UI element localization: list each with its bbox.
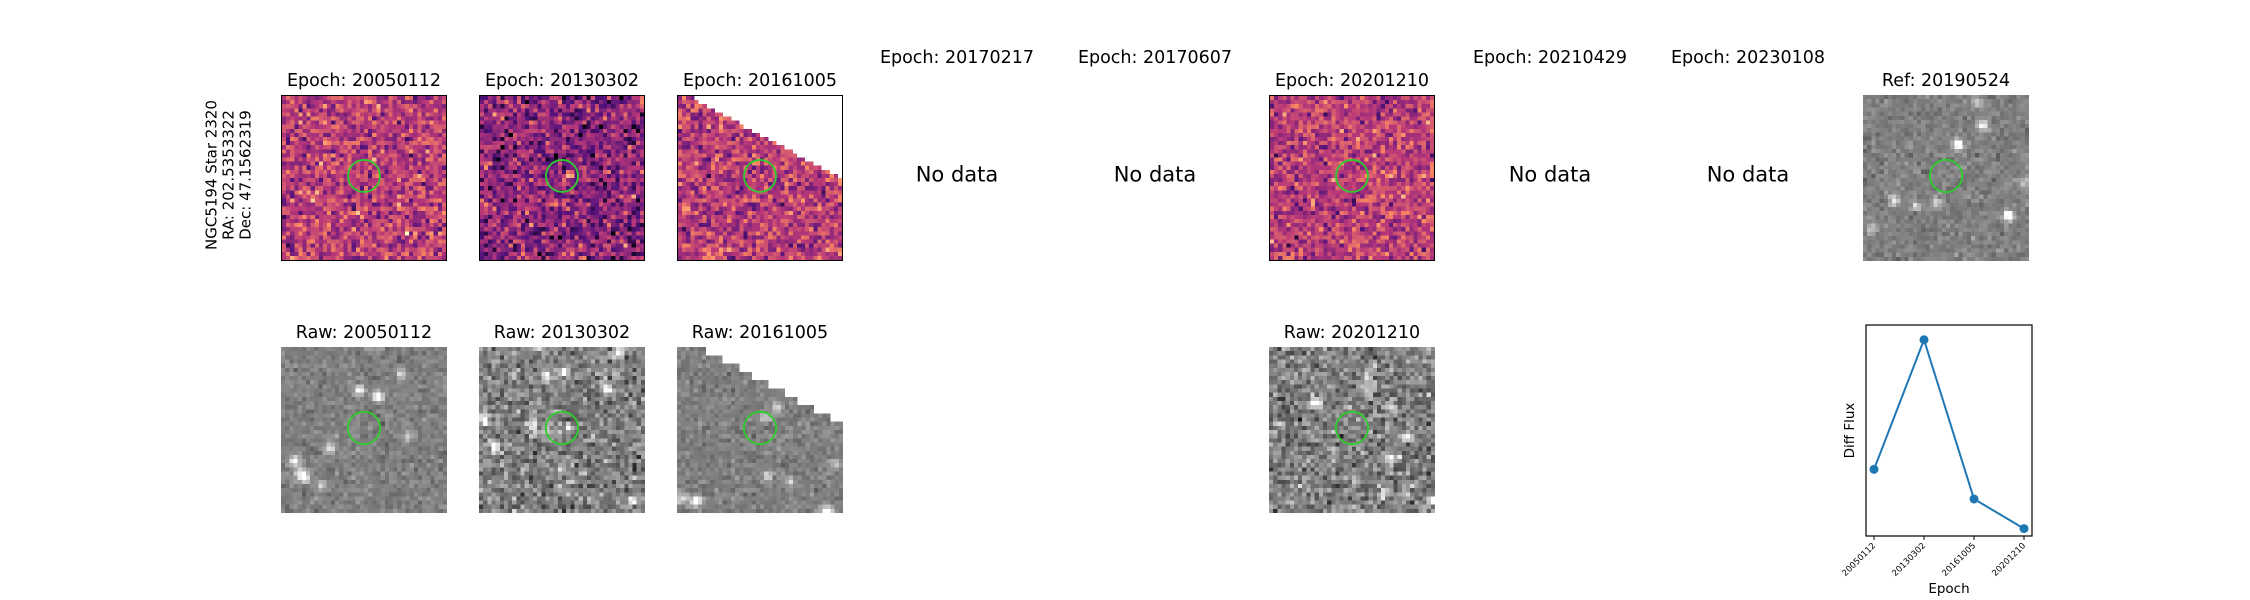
raw-image-0: [281, 347, 447, 513]
diff-image-2: [677, 95, 843, 261]
no-data-message-3: No data: [915, 162, 999, 187]
star-name: NGC5194 Star 2320: [202, 100, 221, 250]
ref-image: [1863, 95, 2029, 261]
diff-image-0: [281, 95, 447, 261]
aperture-circle: [742, 410, 778, 446]
diff-title-2: Epoch: 20161005: [682, 71, 838, 91]
raw-title-3: Raw: 20201210: [1283, 323, 1421, 343]
diff-title-4: Epoch: 20170607: [1077, 48, 1233, 68]
raw-image-3: [1269, 347, 1435, 513]
x-axis-label: Epoch: [1928, 581, 1969, 597]
no-data-message-7: No data: [1706, 162, 1790, 187]
diff-title-5: Epoch: 20201210: [1274, 71, 1430, 91]
x-tick-label-1: 20130302: [1890, 541, 1928, 579]
raw-title-1: Raw: 20130302: [493, 323, 631, 343]
plot-frame: [1865, 324, 2033, 537]
data-point-1: [1919, 335, 1929, 345]
raw-image-2: [677, 347, 843, 513]
aperture-circle: [347, 159, 381, 193]
star-info-label: NGC5194 Star 2320 RA: 202.5353322 Dec: 4…: [202, 100, 255, 250]
raw-title-0: Raw: 20050112: [295, 323, 433, 343]
aperture-circle: [544, 410, 580, 446]
aperture-circle: [1334, 410, 1370, 446]
aperture-circle: [743, 159, 777, 193]
data-point-2: [1969, 494, 1979, 504]
diff-title-7: Epoch: 20230108: [1670, 48, 1826, 68]
data-point-3: [2019, 524, 2029, 534]
aperture-circle: [1928, 158, 1964, 194]
diff-title-1: Epoch: 20130302: [484, 71, 640, 91]
diff-title-3: Epoch: 20170217: [879, 48, 1035, 68]
diff-title-0: Epoch: 20050112: [286, 71, 442, 91]
x-tick-label-3: 20201210: [1990, 541, 2028, 579]
aperture-circle: [1335, 159, 1369, 193]
light-curve-chart: 20050112 20130302 20161005 20201210 Epoch Dif…: [1840, 324, 2033, 597]
star-ra: RA: 202.5353322: [219, 110, 238, 240]
aperture-circle: [346, 410, 382, 446]
data-point-0: [1869, 464, 1879, 474]
raw-image-1: [479, 347, 645, 513]
diff-title-6: Epoch: 20210429: [1472, 48, 1628, 68]
aperture-circle: [545, 159, 579, 193]
x-tick-label-0: 20050112: [1840, 541, 1878, 579]
series-line: [1873, 336, 2025, 530]
diff-image-5: [1269, 95, 1435, 261]
no-data-message-4: No data: [1113, 162, 1197, 187]
diff-image-1: [479, 95, 645, 261]
raw-title-2: Raw: 20161005: [691, 323, 829, 343]
x-tick-label-2: 20161005: [1940, 541, 1978, 579]
y-axis-label: Diff Flux: [1842, 403, 1858, 459]
ref-title: Ref: 20190524: [1881, 71, 2011, 91]
star-dec: Dec: 47.1562319: [236, 110, 255, 240]
no-data-message-6: No data: [1508, 162, 1592, 187]
